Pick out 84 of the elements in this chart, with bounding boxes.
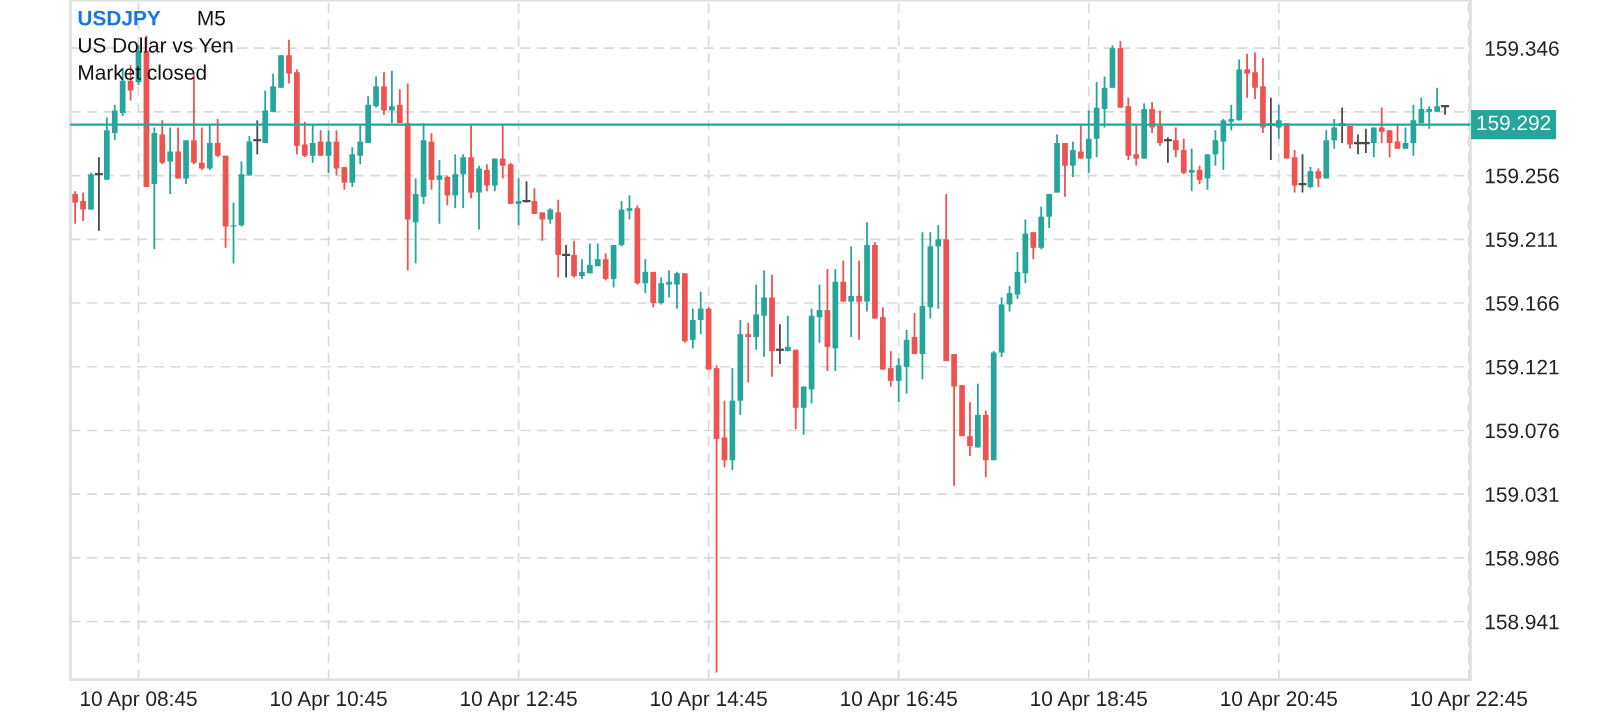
candlestick: [1062, 142, 1068, 198]
candlestick: [666, 269, 672, 299]
candlestick: [72, 190, 78, 225]
candlestick: [1434, 86, 1440, 113]
y-tick-label: 159.256: [1485, 168, 1559, 184]
candlestick: [1244, 52, 1250, 99]
candlestick: [745, 321, 752, 384]
candlestick: [1157, 109, 1163, 147]
candlestick: [444, 174, 451, 207]
candlestick: [1298, 153, 1307, 194]
candlestick: [373, 75, 379, 109]
candlestick: [753, 283, 759, 351]
candlestick: [199, 126, 205, 171]
candlestick: [460, 153, 467, 210]
ref-line-label: 159.292: [1477, 115, 1551, 131]
candlestick: [1180, 137, 1187, 176]
candlestick: [1133, 123, 1140, 167]
candlestick: [1252, 51, 1258, 101]
candlestick: [1077, 123, 1084, 160]
candlestick: [674, 270, 680, 310]
candlestick: [895, 357, 902, 404]
candlestick: [94, 156, 103, 232]
candlestick: [80, 191, 86, 222]
candlestick: [230, 201, 237, 265]
x-tick-label: 10 Apr 18:45: [1031, 691, 1147, 711]
candlestick: [452, 153, 459, 210]
candlestick: [840, 259, 847, 303]
y-tick-label: 159.031: [1485, 487, 1559, 502]
candlestick: [1163, 136, 1172, 164]
candlestick: [1441, 105, 1450, 116]
x-tick-label: 10 Apr 16:45: [841, 691, 957, 711]
candlestick: [800, 385, 807, 436]
y-tick-label: 158.941: [1485, 614, 1559, 630]
candlestick: [214, 118, 221, 159]
candlestick: [539, 211, 546, 242]
x-tick-label: 10 Apr 10:45: [271, 691, 387, 711]
candlestick: [301, 120, 308, 159]
candlestick: [499, 123, 506, 180]
candlestick: [1172, 126, 1179, 159]
candlestick: [761, 269, 767, 358]
candlestick: [253, 119, 262, 156]
chart-title: USDJPY: [78, 10, 161, 26]
candlestick: [1307, 166, 1314, 190]
candlestick: [1046, 193, 1052, 229]
candlestick: [775, 323, 784, 365]
candlestick: [967, 401, 973, 457]
candlestick: [579, 258, 585, 280]
x-tick-label: 10 Apr 12:45: [461, 691, 577, 711]
candlestick: [1070, 140, 1076, 178]
y-tick-label: 159.076: [1485, 423, 1559, 439]
candlestick: [602, 252, 609, 282]
candlestick: [689, 307, 696, 350]
chart-subtitle: M5: [198, 10, 225, 26]
y-tick-label: 159.346: [1485, 41, 1559, 56]
candlestick: [396, 88, 403, 125]
candlestick: [697, 290, 704, 336]
candlestick: [1378, 106, 1385, 144]
x-tick-label: 10 Apr 20:45: [1221, 691, 1337, 711]
candlestick: [1030, 231, 1037, 261]
candlestick: [562, 244, 571, 279]
candlestick: [1188, 147, 1195, 193]
y-tick-label: 159.211: [1485, 232, 1558, 248]
candlestick: [848, 245, 855, 338]
candlestick: [286, 38, 292, 85]
y-tick-label: 159.121: [1485, 359, 1559, 375]
candlestick: [1347, 125, 1353, 150]
candlestick: [642, 258, 649, 295]
candlestick: [484, 163, 490, 193]
y-tick-label: 159.166: [1485, 296, 1559, 311]
candlestick: [341, 166, 348, 191]
candlestick: [626, 194, 633, 221]
candlestick: [887, 350, 894, 388]
y-tick-label: 158.986: [1485, 550, 1559, 566]
candlestick: [658, 276, 664, 306]
x-tick-label: 10 Apr 22:45: [1411, 691, 1528, 711]
candlestick: [515, 177, 522, 227]
candlestick: [784, 314, 791, 353]
x-tick-label: 10 Apr 08:45: [81, 691, 197, 711]
candlestick: [856, 259, 862, 341]
x-tick-label: 10 Apr 14:45: [651, 691, 767, 711]
candlestick: [522, 180, 531, 204]
candlestick: [571, 239, 577, 279]
candlestick: [587, 242, 593, 275]
candlestick: [935, 224, 942, 310]
